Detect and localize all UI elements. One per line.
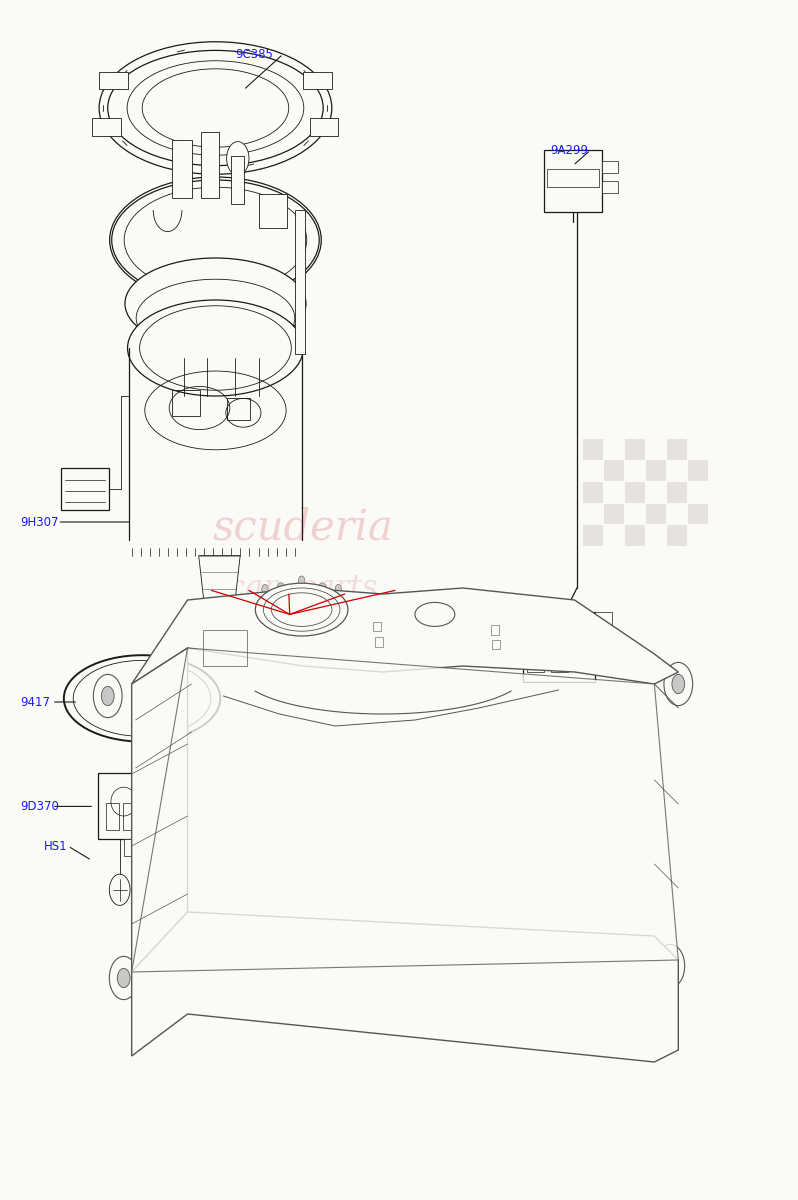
Bar	[99, 72, 128, 89]
Circle shape	[350, 605, 357, 614]
Text: 9H307: 9H307	[20, 516, 58, 528]
Ellipse shape	[255, 583, 348, 636]
Circle shape	[672, 674, 685, 694]
Text: 9D370: 9D370	[20, 800, 59, 812]
Circle shape	[318, 583, 326, 595]
Circle shape	[298, 634, 305, 643]
Bar	[310, 119, 338, 136]
Text: scuderia: scuderia	[213, 506, 393, 548]
Ellipse shape	[227, 142, 249, 175]
Circle shape	[109, 874, 130, 905]
Circle shape	[664, 956, 677, 976]
Bar	[172, 390, 200, 416]
Circle shape	[109, 956, 138, 1000]
Polygon shape	[688, 461, 709, 481]
Polygon shape	[199, 556, 240, 640]
Polygon shape	[646, 461, 666, 481]
Ellipse shape	[99, 42, 332, 174]
Bar	[551, 642, 568, 672]
Ellipse shape	[415, 602, 455, 626]
Text: 9A299: 9A299	[551, 144, 589, 156]
Circle shape	[262, 625, 268, 635]
Polygon shape	[132, 648, 188, 972]
Bar	[375, 637, 383, 647]
Bar	[166, 802, 180, 816]
Bar	[231, 156, 244, 204]
Polygon shape	[625, 439, 646, 460]
Polygon shape	[132, 912, 678, 1062]
Polygon shape	[688, 504, 709, 524]
Ellipse shape	[128, 300, 303, 396]
Ellipse shape	[125, 258, 306, 349]
Text: 9C385: 9C385	[235, 48, 273, 60]
Polygon shape	[583, 482, 603, 503]
Bar	[61, 468, 109, 510]
Circle shape	[247, 605, 253, 614]
Polygon shape	[667, 526, 687, 546]
Bar	[93, 119, 121, 136]
Polygon shape	[667, 439, 687, 460]
Polygon shape	[603, 504, 624, 524]
Bar	[373, 622, 381, 631]
Bar	[303, 72, 332, 89]
Bar	[547, 169, 598, 187]
Bar	[491, 625, 499, 635]
Bar	[227, 398, 250, 420]
Circle shape	[93, 674, 122, 718]
Polygon shape	[603, 461, 624, 481]
Bar	[523, 612, 595, 682]
Circle shape	[277, 624, 285, 636]
Ellipse shape	[208, 634, 231, 646]
Bar	[203, 630, 247, 666]
Circle shape	[318, 624, 326, 636]
Circle shape	[256, 604, 264, 616]
Text: HS1: HS1	[44, 840, 68, 852]
Circle shape	[277, 583, 285, 595]
Polygon shape	[132, 648, 678, 972]
Circle shape	[335, 584, 342, 594]
Text: 9417: 9417	[20, 696, 50, 708]
Polygon shape	[583, 526, 603, 546]
Bar	[140, 804, 153, 830]
Bar	[124, 840, 141, 857]
Bar	[295, 210, 305, 354]
Bar	[259, 194, 287, 228]
Polygon shape	[625, 482, 646, 503]
Bar	[123, 804, 136, 830]
Polygon shape	[667, 482, 687, 503]
Polygon shape	[132, 588, 678, 684]
Bar	[492, 640, 500, 649]
Text: car  parts: car parts	[228, 572, 378, 604]
Circle shape	[298, 576, 305, 586]
Bar	[201, 132, 219, 198]
Circle shape	[101, 686, 114, 706]
Bar	[105, 804, 119, 830]
Bar	[595, 636, 612, 653]
Polygon shape	[583, 439, 603, 460]
Bar	[97, 774, 166, 840]
Ellipse shape	[109, 176, 322, 302]
Bar	[595, 612, 612, 629]
Bar	[602, 161, 618, 173]
Circle shape	[117, 968, 130, 988]
Polygon shape	[646, 504, 666, 524]
Bar	[166, 780, 180, 794]
Circle shape	[262, 584, 268, 594]
Bar	[602, 181, 618, 193]
Polygon shape	[625, 526, 646, 546]
Circle shape	[656, 944, 685, 988]
Bar	[544, 150, 602, 212]
Bar	[527, 642, 544, 672]
Circle shape	[339, 604, 347, 616]
Circle shape	[335, 625, 342, 635]
Bar	[172, 140, 192, 198]
Circle shape	[664, 662, 693, 706]
